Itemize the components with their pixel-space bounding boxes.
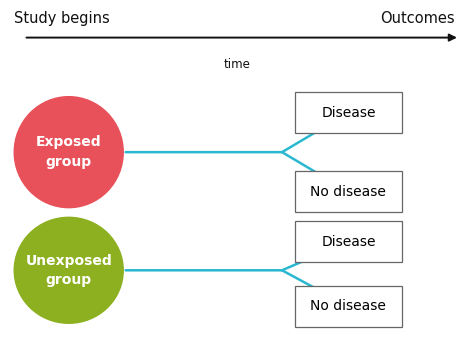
Text: No disease: No disease xyxy=(310,184,386,199)
FancyBboxPatch shape xyxy=(295,92,401,133)
Text: Outcomes: Outcomes xyxy=(380,11,455,26)
Ellipse shape xyxy=(14,217,123,323)
FancyBboxPatch shape xyxy=(295,171,401,212)
Text: Exposed
group: Exposed group xyxy=(36,135,101,169)
Text: Disease: Disease xyxy=(321,234,375,249)
Text: Disease: Disease xyxy=(321,106,375,120)
Ellipse shape xyxy=(14,97,123,208)
Text: time: time xyxy=(224,58,250,71)
Text: No disease: No disease xyxy=(310,299,386,313)
Text: Unexposed
group: Unexposed group xyxy=(25,253,112,287)
FancyBboxPatch shape xyxy=(295,221,401,262)
Text: Study begins: Study begins xyxy=(14,11,110,26)
FancyBboxPatch shape xyxy=(295,286,401,326)
